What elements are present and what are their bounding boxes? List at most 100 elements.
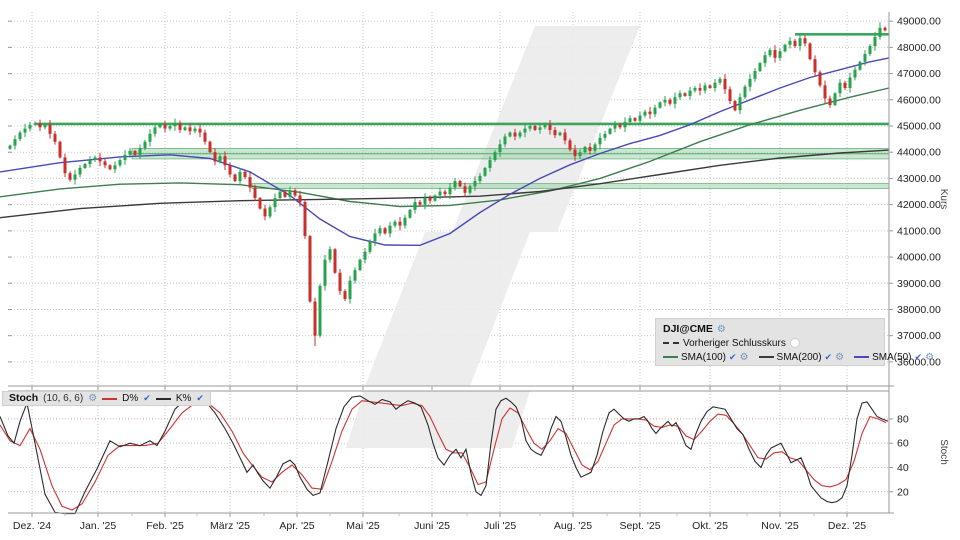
- candle-body: [618, 124, 622, 128]
- candle-body: [778, 51, 782, 58]
- candle-body: [328, 249, 332, 260]
- sma200-gear-icon[interactable]: ⚙: [835, 351, 845, 363]
- candle-body: [743, 86, 747, 98]
- candle-body: [108, 165, 112, 170]
- price-tick-label: 37000.00: [897, 330, 941, 342]
- main-legend: DJI@CME ⚙ Vorheriger Schlusskurs SMA(100…: [655, 318, 934, 366]
- sma100-label: SMA(100): [681, 351, 727, 363]
- candle-body: [113, 165, 117, 170]
- candle-body: [293, 190, 297, 196]
- candle-body: [593, 144, 597, 151]
- candle-body: [458, 181, 462, 187]
- month-tick-label: Mai '25: [346, 520, 380, 532]
- candlestick-layer[interactable]: [8, 22, 887, 347]
- symbol-settings-gear-icon[interactable]: ⚙: [716, 323, 726, 335]
- candle-body: [653, 107, 657, 115]
- candle-body: [413, 202, 417, 210]
- candle-body: [233, 174, 237, 182]
- candle-body: [103, 161, 107, 166]
- price-tick-label: 38000.00: [897, 304, 941, 316]
- candle-body: [853, 69, 857, 78]
- stoch-d-checkbox[interactable]: ✔: [143, 393, 151, 403]
- candle-body: [603, 133, 607, 138]
- candle-body: [313, 301, 317, 336]
- month-tick-label: Aug. '25: [554, 520, 592, 532]
- sma-line: [0, 57, 890, 247]
- candle-body: [633, 118, 637, 121]
- candle-body: [843, 82, 847, 89]
- candle-body: [508, 132, 512, 137]
- candle-body: [463, 186, 467, 193]
- sma200-checkbox[interactable]: ✔: [824, 351, 833, 362]
- stoch-d-line-sample: [102, 397, 118, 400]
- candle-body: [88, 160, 92, 165]
- candle-body: [253, 187, 257, 199]
- candle-body: [148, 133, 152, 142]
- price-tick-label: 42000.00: [897, 199, 941, 211]
- candle-body: [428, 198, 432, 201]
- stoch-tick-label: 80: [897, 413, 909, 425]
- month-tick-label: Apr. '25: [279, 520, 314, 532]
- price-tick-label: 43000.00: [897, 173, 941, 185]
- price-tick-label: 47000.00: [897, 68, 941, 80]
- candle-body: [158, 124, 162, 128]
- watermark-logo: [346, 26, 640, 448]
- candle-body: [468, 186, 472, 193]
- candle-body: [838, 82, 842, 94]
- candle-body: [78, 167, 82, 175]
- stoch-line: [0, 400, 887, 511]
- candle-body: [848, 77, 852, 89]
- stoch-gear-icon[interactable]: ⚙: [88, 393, 98, 404]
- candle-body: [128, 150, 132, 155]
- stoch-line: [0, 395, 889, 515]
- candle-body: [248, 177, 252, 188]
- candle-body: [763, 55, 767, 64]
- candle-body: [813, 59, 817, 73]
- month-tick-label: Dez. '24: [13, 520, 51, 532]
- candle-body: [538, 127, 542, 130]
- stoch-k-line-sample: [155, 397, 171, 400]
- candle-body: [363, 251, 367, 260]
- sma50-checkbox[interactable]: ✔: [914, 351, 923, 362]
- stoch-d-label: D%: [122, 393, 139, 404]
- sma100-checkbox[interactable]: ✔: [729, 351, 737, 362]
- candle-body: [583, 146, 587, 153]
- candle-body: [798, 38, 802, 47]
- candle-body: [573, 149, 577, 157]
- stoch-k-checkbox[interactable]: ✔: [196, 393, 204, 403]
- candle-body: [698, 88, 702, 91]
- candle-body: [373, 233, 377, 242]
- candle-body: [223, 156, 227, 166]
- candle-body: [723, 78, 727, 90]
- month-tick-label: Juli '25: [484, 520, 517, 532]
- candle-body: [588, 146, 592, 151]
- candle-body: [758, 63, 762, 71]
- sma100-gear-icon[interactable]: ⚙: [739, 351, 749, 363]
- candle-body: [408, 209, 412, 218]
- candle-body: [623, 122, 627, 128]
- candle-body: [388, 225, 392, 234]
- candle-body: [473, 181, 477, 187]
- candle-body: [808, 43, 812, 60]
- candle-body: [578, 152, 582, 157]
- prev-close-toggle[interactable]: [789, 338, 800, 348]
- candle-body: [53, 133, 57, 142]
- candle-body: [423, 198, 427, 205]
- candle-body: [443, 191, 447, 195]
- candle-body: [883, 27, 887, 31]
- price-tick-label: 39000.00: [897, 278, 941, 290]
- candle-body: [683, 93, 687, 96]
- price-tick-label: 44000.00: [897, 147, 941, 159]
- candle-body: [28, 124, 32, 129]
- candle-body: [613, 124, 617, 129]
- candle-body: [163, 124, 167, 129]
- stoch-k-label: K%: [175, 393, 192, 404]
- candle-body: [678, 93, 682, 98]
- sma50-gear-icon[interactable]: ⚙: [925, 351, 935, 363]
- month-tick-label: Feb. '25: [146, 520, 184, 532]
- candle-body: [213, 152, 217, 162]
- sma200-line-sample: [758, 356, 774, 358]
- candle-body: [803, 38, 807, 44]
- stochastic-layer[interactable]: [0, 395, 889, 515]
- stoch-params: (10, 6, 6): [43, 393, 84, 404]
